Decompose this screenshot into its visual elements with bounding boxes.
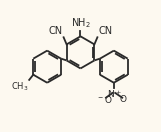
Text: CH$_3$: CH$_3$ [11,81,28,93]
Text: CN: CN [99,27,113,36]
Text: NH$_2$: NH$_2$ [71,16,90,30]
Text: O: O [120,95,127,104]
Text: CN: CN [48,27,62,36]
Text: $^-$O: $^-$O [96,94,113,105]
Text: N$^+$: N$^+$ [107,89,121,100]
